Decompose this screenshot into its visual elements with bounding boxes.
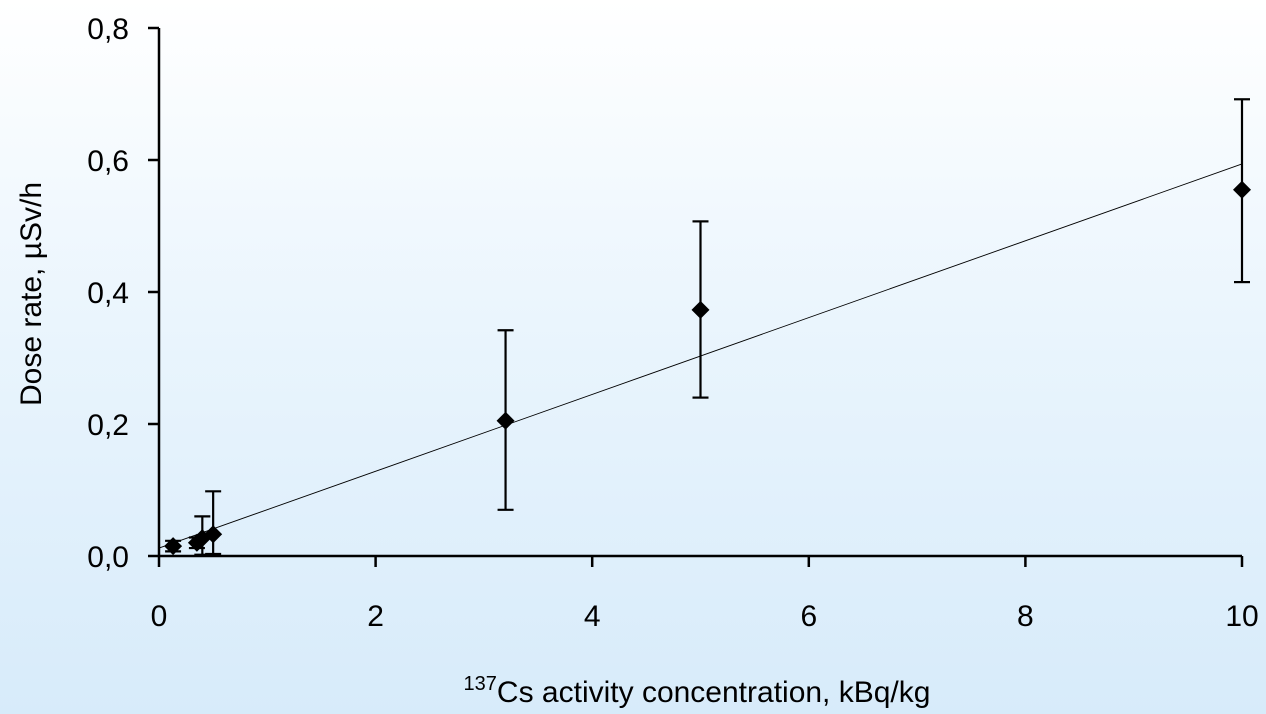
data-point	[496, 411, 515, 430]
x-tick-label: 6	[800, 600, 817, 633]
x-tick-label: 10	[1225, 600, 1258, 633]
x-axis-title: 137Cs activity concentration, kBq/kg	[464, 673, 931, 709]
y-tick-label: 0,0	[87, 541, 129, 574]
x-tick-label: 2	[367, 600, 384, 633]
data-point	[691, 300, 710, 319]
x-tick-label: 4	[584, 600, 601, 633]
x-tick-label: 0	[151, 600, 168, 633]
y-tick-label: 0,2	[87, 409, 129, 442]
data-points-layer	[164, 180, 1251, 556]
x-tick-label: 8	[1017, 600, 1034, 633]
x-axis-title-text: Cs activity concentration, kBq/kg	[497, 676, 931, 709]
y-tick-label: 0,6	[87, 145, 129, 178]
axes	[148, 26, 1244, 567]
tick-labels: 0,0 0,2 0,4 0,6 0,8 0 2 4 6 8 10	[87, 13, 1258, 633]
data-point	[204, 525, 223, 544]
data-point	[1233, 180, 1251, 199]
x-axis-title-superscript: 137	[464, 673, 497, 695]
y-axis-title: Dose rate, µSv/h	[15, 182, 48, 406]
data-point	[164, 537, 183, 556]
y-tick-label: 0,8	[87, 13, 129, 46]
y-tick-label: 0,4	[87, 277, 129, 310]
error-bars-layer	[165, 98, 1250, 556]
